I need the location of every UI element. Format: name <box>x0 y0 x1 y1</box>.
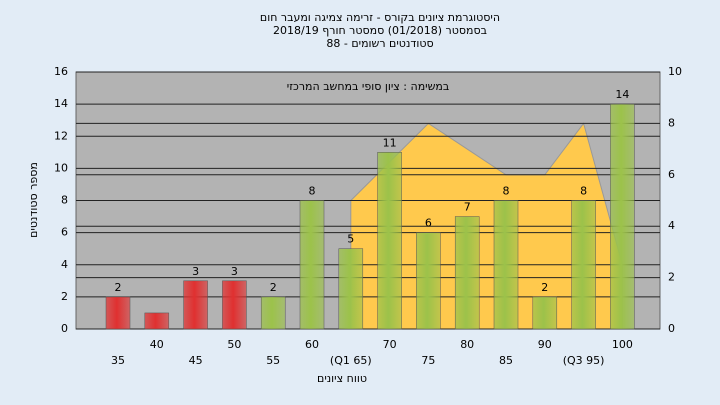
x-tick-label: 60 <box>305 338 319 351</box>
bar <box>571 200 596 330</box>
bar <box>222 280 247 330</box>
y-axis-label: מספר סטודנטים <box>27 162 40 238</box>
y-tick-label: 12 <box>54 129 68 142</box>
bar <box>105 296 131 330</box>
annotation: במשימה : ציון סופי במחשב המרכזי <box>287 80 450 93</box>
value-label: 14 <box>615 88 629 101</box>
y-tick-label: 4 <box>61 258 68 271</box>
x-axis-label: טווח ציונים <box>317 372 367 385</box>
bar <box>183 280 208 330</box>
x-tick-label: 35 <box>111 354 125 367</box>
value-label: 3 <box>192 265 199 278</box>
chart-subtitle: סטודנטים רשומים - 88 <box>326 37 433 50</box>
y2-tick-label: 2 <box>668 271 675 284</box>
y2-tick-label: 0 <box>668 322 675 335</box>
bar <box>532 296 558 330</box>
value-label: 8 <box>309 185 316 198</box>
x-tick-label: (Q1 65) <box>330 354 372 367</box>
y2-tick-label: 8 <box>668 116 675 129</box>
bar <box>260 296 286 330</box>
bar <box>377 152 402 330</box>
value-label: 8 <box>503 185 510 198</box>
x-tick-label: 45 <box>189 354 203 367</box>
chart-subtitle: בסמסטר (01/2018) סמסטר חורף 2018/19 <box>273 24 487 37</box>
value-label: 6 <box>425 217 432 230</box>
y2-tick-label: 6 <box>668 168 675 181</box>
y2-tick-label: 10 <box>668 65 682 78</box>
bar <box>493 200 519 330</box>
x-tick-label: 40 <box>150 338 164 351</box>
value-label: 11 <box>383 136 397 149</box>
bar <box>416 232 441 330</box>
y-tick-label: 6 <box>61 226 68 239</box>
y-tick-label: 16 <box>54 65 68 78</box>
chart-title: היסטוגרמת ציונים בקורס - זרימה צמיגה ומע… <box>260 11 500 24</box>
y-tick-label: 8 <box>61 194 68 207</box>
y2-tick-label: 4 <box>668 219 675 232</box>
x-tick-label: 90 <box>538 338 552 351</box>
y-tick-label: 0 <box>61 322 68 335</box>
value-label: 8 <box>580 185 587 198</box>
x-tick-label: 50 <box>227 338 241 351</box>
x-tick-label: 75 <box>421 354 435 367</box>
value-label: 3 <box>231 265 238 278</box>
x-tick-label: 85 <box>499 354 513 367</box>
x-tick-label: 70 <box>383 338 397 351</box>
x-tick-label: 100 <box>612 338 633 351</box>
x-tick-label: 55 <box>266 354 280 367</box>
value-label: 2 <box>541 281 548 294</box>
bar <box>144 312 170 330</box>
value-label: 5 <box>347 233 354 246</box>
x-tick-label: 80 <box>460 338 474 351</box>
value-label: 2 <box>270 281 277 294</box>
bar <box>454 216 480 330</box>
bar <box>338 248 364 330</box>
value-label: 2 <box>115 281 122 294</box>
y-tick-label: 14 <box>54 97 68 110</box>
y-tick-label: 10 <box>54 161 68 174</box>
y-tick-label: 2 <box>61 290 68 303</box>
bar <box>610 103 635 330</box>
bar <box>299 200 325 330</box>
value-label: 7 <box>464 201 471 214</box>
x-tick-label: (Q3 95) <box>563 354 605 367</box>
